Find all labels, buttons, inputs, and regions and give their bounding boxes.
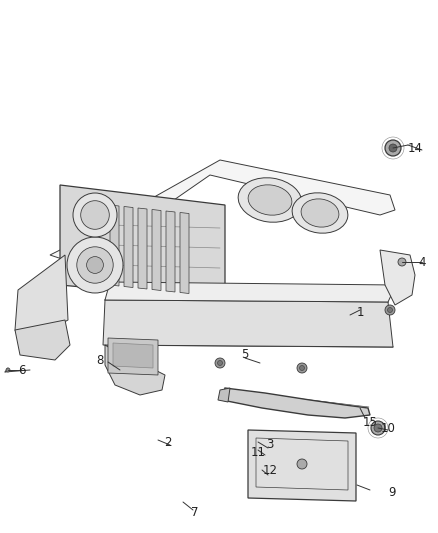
Polygon shape — [124, 206, 133, 287]
Ellipse shape — [248, 185, 292, 215]
Polygon shape — [113, 343, 153, 368]
Polygon shape — [166, 211, 175, 292]
Ellipse shape — [292, 193, 348, 233]
Circle shape — [218, 360, 223, 366]
Text: 5: 5 — [241, 349, 249, 361]
Circle shape — [73, 193, 117, 237]
Polygon shape — [105, 282, 396, 302]
Polygon shape — [15, 255, 68, 345]
Ellipse shape — [238, 178, 302, 222]
Text: 2: 2 — [164, 435, 172, 448]
Circle shape — [374, 424, 382, 432]
Text: 9: 9 — [388, 486, 396, 498]
Circle shape — [297, 363, 307, 373]
Circle shape — [81, 201, 110, 229]
Polygon shape — [110, 205, 119, 286]
Circle shape — [388, 308, 392, 312]
Circle shape — [87, 256, 103, 273]
Text: 12: 12 — [262, 464, 278, 477]
Circle shape — [67, 237, 123, 293]
Circle shape — [385, 305, 395, 315]
Text: 11: 11 — [251, 446, 265, 458]
Text: 1: 1 — [356, 305, 364, 319]
Text: 6: 6 — [18, 364, 26, 376]
Circle shape — [77, 247, 113, 283]
Polygon shape — [103, 300, 393, 347]
Ellipse shape — [301, 199, 339, 227]
Text: 7: 7 — [191, 505, 199, 519]
Circle shape — [300, 366, 304, 370]
Text: 3: 3 — [266, 439, 274, 451]
Circle shape — [371, 421, 385, 435]
Circle shape — [398, 258, 406, 266]
Text: 4: 4 — [418, 255, 426, 269]
Polygon shape — [180, 213, 189, 294]
Polygon shape — [222, 388, 370, 418]
Polygon shape — [50, 160, 395, 265]
Circle shape — [297, 459, 307, 469]
Polygon shape — [60, 185, 225, 300]
Polygon shape — [15, 320, 70, 360]
Polygon shape — [138, 208, 147, 289]
Polygon shape — [105, 345, 165, 395]
Circle shape — [385, 140, 401, 156]
Text: 15: 15 — [363, 416, 378, 429]
Circle shape — [215, 358, 225, 368]
Circle shape — [6, 368, 10, 372]
Polygon shape — [380, 250, 415, 305]
Polygon shape — [218, 388, 230, 402]
Polygon shape — [108, 338, 158, 375]
Circle shape — [389, 144, 397, 152]
Polygon shape — [248, 430, 356, 501]
Text: 10: 10 — [381, 422, 396, 434]
Text: 14: 14 — [407, 141, 423, 155]
Polygon shape — [152, 209, 161, 290]
Text: 8: 8 — [96, 353, 104, 367]
